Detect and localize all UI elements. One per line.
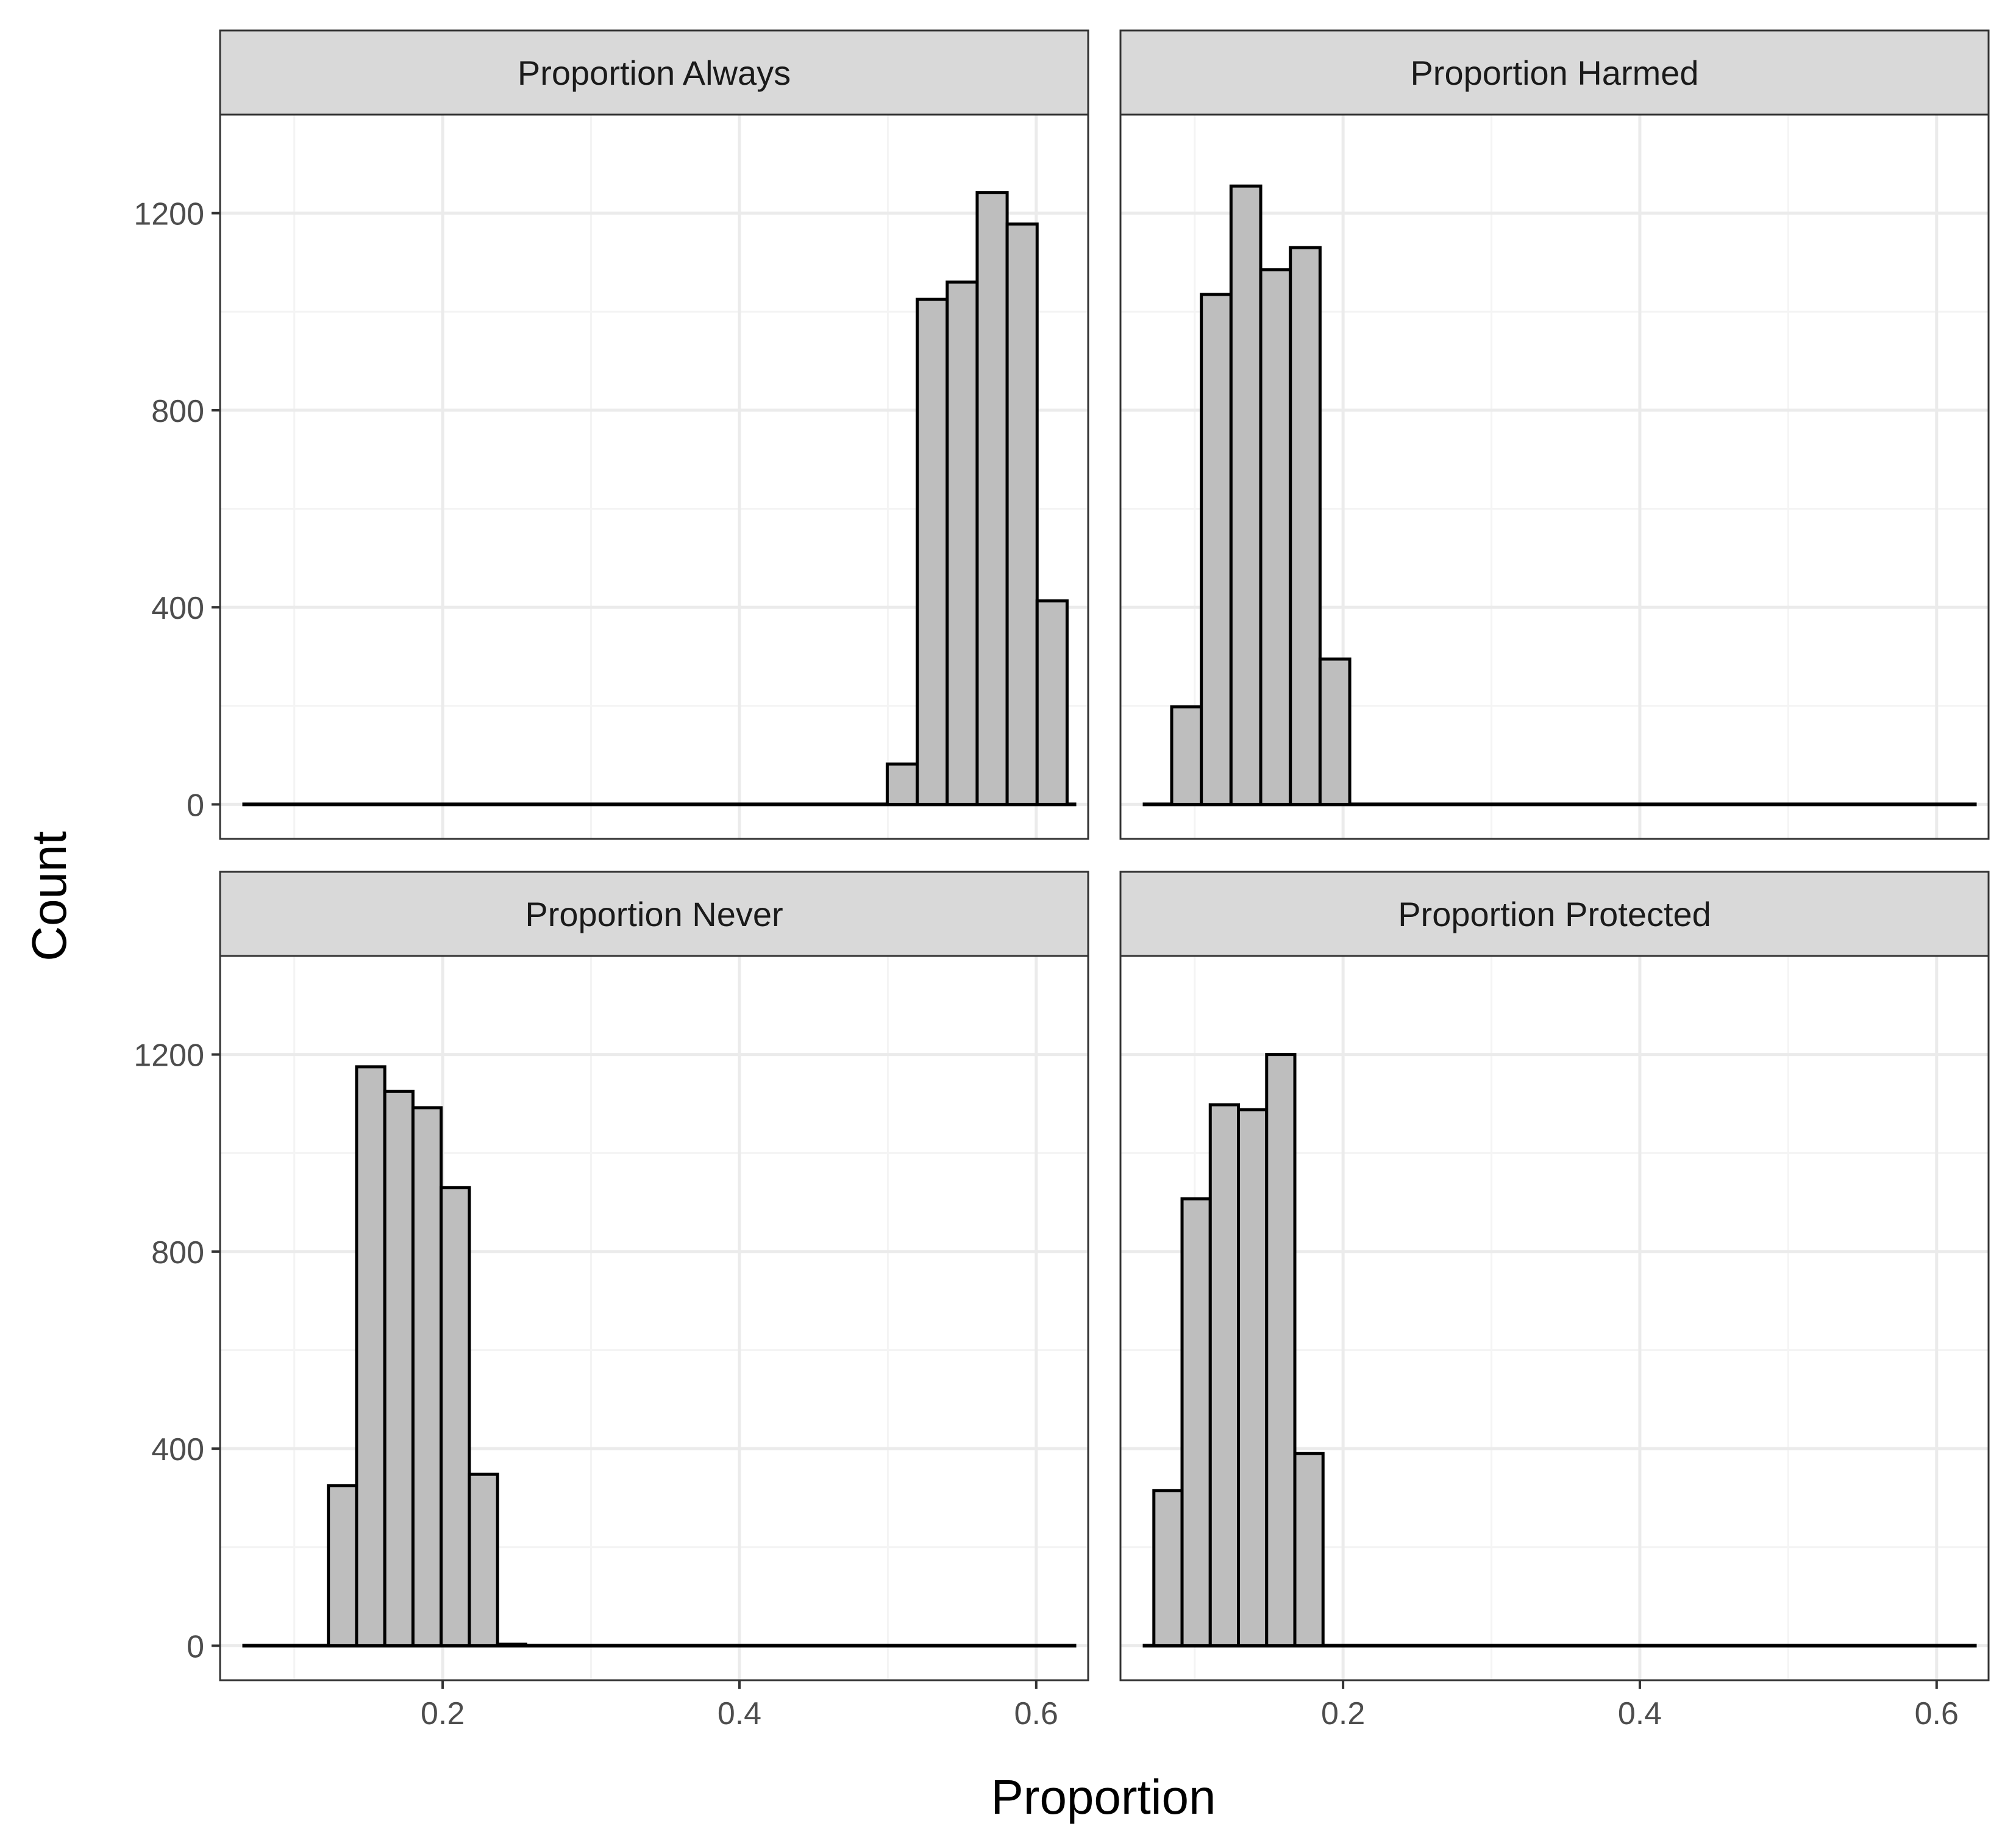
facet-panel: Proportion Never 0 400 800 1200 0.2 0.4 0.6 <box>134 871 1089 1731</box>
facet-strip-label: Proportion Always <box>518 54 791 92</box>
histogram-bar <box>1200 293 1233 806</box>
x-tick-label: 0.4 <box>718 1696 761 1731</box>
facet-panels: Proportion Always 0 400 800 1200 Proportion H… <box>134 29 1990 1731</box>
y-tick-label: 0 <box>187 788 204 823</box>
histogram-bar <box>1208 1103 1241 1647</box>
facet-strip <box>219 871 1089 957</box>
x-tick-label: 0.2 <box>1321 1696 1365 1731</box>
facet-strip-label: Proportion Never <box>525 895 783 933</box>
histogram-bar <box>355 1065 386 1647</box>
histogram-bar <box>1170 705 1203 806</box>
histogram-bar <box>440 1186 471 1647</box>
histogram-bar <box>916 298 949 806</box>
histogram-bar <box>327 1484 358 1647</box>
y-tick-label: 400 <box>151 591 204 626</box>
histogram-bar <box>1152 1489 1184 1647</box>
histogram-bar <box>1237 1108 1269 1647</box>
histogram-bar <box>1035 599 1069 806</box>
y-tick-label: 1200 <box>134 197 204 232</box>
histogram-bar <box>1265 1053 1297 1647</box>
facet-strip <box>219 29 1089 116</box>
histogram-bar <box>1229 184 1263 806</box>
histogram-bar <box>1259 268 1292 806</box>
histogram-bar <box>411 1106 443 1647</box>
y-tick-label: 400 <box>151 1432 204 1467</box>
y-axis-title: Count <box>22 831 76 961</box>
histogram-bar <box>383 1089 415 1647</box>
histogram-bar <box>1289 246 1322 806</box>
x-tick-label: 0.6 <box>1915 1696 1959 1731</box>
histogram-bar <box>1293 1452 1325 1647</box>
y-tick-label: 800 <box>151 1235 204 1271</box>
y-tick-label: 0 <box>187 1629 204 1664</box>
x-tick-label: 0.6 <box>1014 1696 1058 1731</box>
x-tick-label: 0.2 <box>421 1696 465 1731</box>
histogram-bar <box>468 1472 499 1647</box>
histogram-bar <box>1318 657 1352 806</box>
facet-panel: Proportion Always 0 400 800 1200 <box>134 29 1089 840</box>
facet-strip-label: Proportion Harmed <box>1410 54 1698 92</box>
histogram-bar <box>496 1642 527 1647</box>
histogram-bar <box>1180 1197 1212 1647</box>
facet-strip <box>1119 871 1990 957</box>
histogram-bar <box>885 762 919 806</box>
panel-border <box>219 113 1089 840</box>
y-tick-label: 800 <box>151 394 204 429</box>
x-tick-label: 0.4 <box>1618 1696 1662 1731</box>
facet-panel: Proportion Protected 0.2 0.4 0.6 <box>1119 871 1990 1731</box>
facet-panel: Proportion Harmed <box>1119 29 1990 840</box>
panel-border <box>1119 113 1990 840</box>
histogram-bar <box>975 191 1009 806</box>
facet-strip-label: Proportion Protected <box>1398 895 1711 933</box>
histogram-bar <box>1005 222 1039 806</box>
panel-border <box>1119 955 1990 1681</box>
histogram-bar <box>946 280 979 806</box>
x-axis-title: Proportion <box>991 1770 1216 1824</box>
panel-border <box>219 955 1089 1681</box>
facet-strip <box>1119 29 1990 116</box>
y-tick-label: 1200 <box>134 1038 204 1074</box>
